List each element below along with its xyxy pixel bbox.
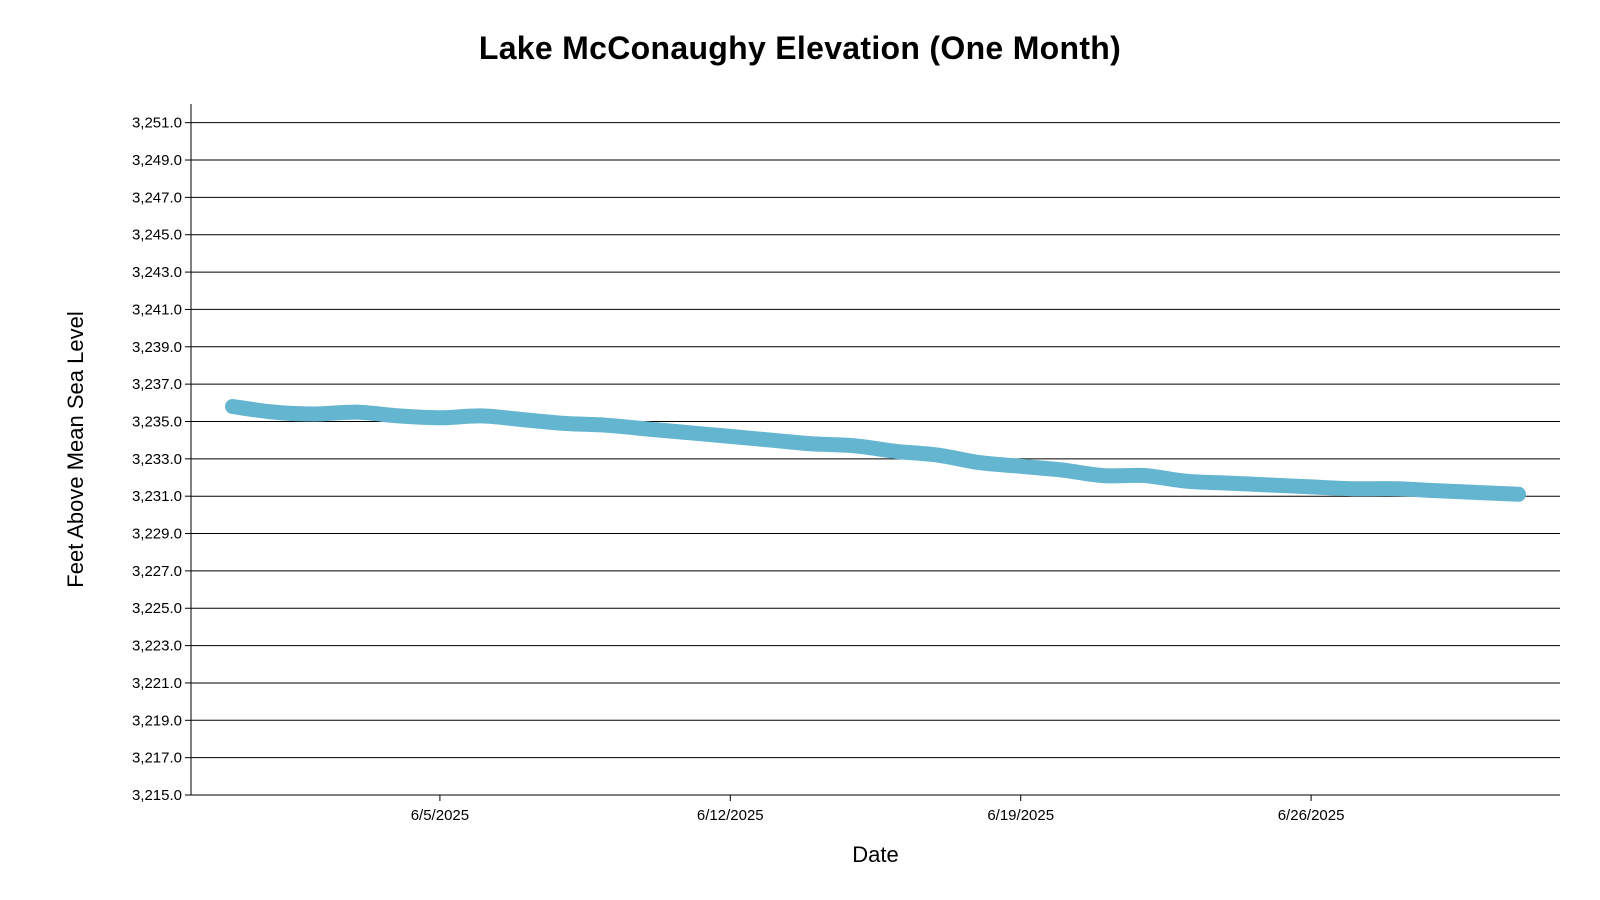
x-tick-label: 6/5/2025 — [411, 807, 469, 824]
data-point — [1517, 493, 1520, 496]
data-point — [729, 435, 732, 438]
data-point — [936, 454, 939, 457]
y-tick-label: 3,241.0 — [132, 301, 182, 318]
data-point — [355, 411, 358, 414]
data-point — [1061, 469, 1064, 471]
y-tick-label: 3,217.0 — [132, 750, 182, 767]
y-tick-label: 3,219.0 — [132, 712, 182, 729]
y-tick-label: 3,221.0 — [132, 675, 182, 692]
data-point — [231, 405, 234, 408]
data-point — [1268, 484, 1271, 486]
x-axis-ticks: 6/5/2025 6/12/2025 6/19/2025 6/26/2025 — [411, 795, 1345, 824]
y-tick-label: 3,237.0 — [132, 376, 182, 393]
y-tick-label: 3,225.0 — [132, 600, 182, 617]
y-tick-label: 3,215.0 — [132, 787, 182, 804]
data-point — [273, 411, 275, 414]
x-tick-label: 6/12/2025 — [697, 807, 764, 824]
data-point — [646, 428, 649, 430]
y-tick-label: 3,229.0 — [132, 526, 182, 543]
data-point — [1185, 480, 1188, 483]
y-tick-label: 3,247.0 — [132, 189, 182, 206]
x-axis-label: Date — [852, 842, 898, 867]
data-point — [895, 450, 898, 453]
chart-title: Lake McConaughy Elevation (One Month) — [478, 30, 1122, 66]
data-point — [1434, 489, 1437, 492]
data-point — [812, 442, 815, 445]
y-tick-label: 3,243.0 — [132, 264, 182, 281]
data-point — [1102, 474, 1105, 477]
gridlines — [191, 122, 1560, 759]
y-tick-label: 3,249.0 — [132, 152, 182, 169]
data-point — [853, 444, 856, 447]
y-tick-label: 3,227.0 — [132, 563, 182, 580]
x-tick-label: 6/19/2025 — [987, 807, 1054, 824]
y-axis-ticks: 3,215.0 3,217.0 3,219.0 3,221.0 3,223.0 3,225… — [132, 115, 191, 804]
data-point — [604, 424, 607, 427]
y-tick-label: 3,245.0 — [132, 227, 182, 244]
y-tick-label: 3,239.0 — [132, 339, 182, 356]
data-point — [978, 461, 981, 464]
data-point — [1476, 491, 1478, 494]
data-point — [438, 416, 441, 419]
data-point — [1227, 482, 1230, 485]
data-point — [1351, 487, 1354, 490]
y-tick-label: 3,231.0 — [132, 488, 182, 505]
data-point — [1144, 474, 1147, 477]
data-point — [521, 418, 524, 421]
data-point — [563, 422, 566, 425]
data-point — [770, 439, 773, 442]
data-point — [1310, 485, 1313, 488]
series-layer — [225, 399, 1526, 502]
data-point — [1019, 465, 1022, 468]
series-line — [225, 399, 1526, 502]
data-point — [397, 414, 400, 417]
data-point — [480, 414, 483, 417]
data-point — [687, 431, 690, 434]
y-tick-label: 3,251.0 — [132, 115, 182, 132]
y-tick-label: 3,235.0 — [132, 413, 182, 430]
y-tick-label: 3,223.0 — [132, 638, 182, 655]
data-point — [314, 413, 317, 415]
y-axis-label: Feet Above Mean Sea Level — [63, 311, 88, 587]
axes — [190, 104, 1560, 796]
x-tick-label: 6/26/2025 — [1278, 807, 1345, 824]
data-point — [1393, 487, 1396, 490]
y-tick-label: 3,233.0 — [132, 451, 182, 468]
